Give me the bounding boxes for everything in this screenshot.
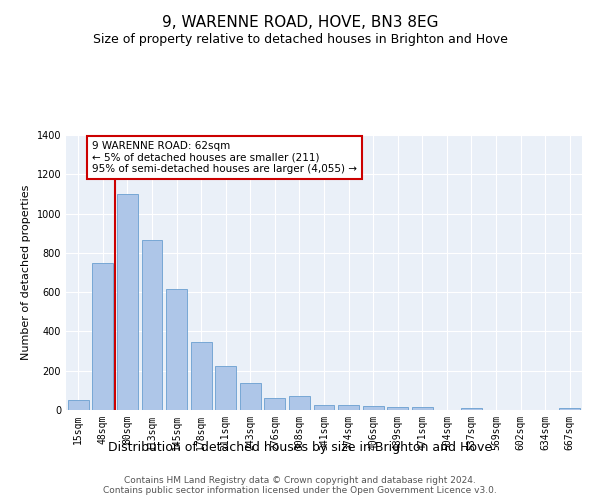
Bar: [461, 408, 482, 410]
Text: 9 WARENNE ROAD: 62sqm
← 5% of detached houses are smaller (211)
95% of semi-deta: 9 WARENNE ROAD: 62sqm ← 5% of detached h…: [92, 141, 357, 174]
Bar: [142, 240, 163, 410]
Bar: [559, 408, 580, 410]
Bar: [362, 406, 383, 410]
Bar: [387, 407, 408, 410]
Text: 9, WARENNE ROAD, HOVE, BN3 8EG: 9, WARENNE ROAD, HOVE, BN3 8EG: [162, 15, 438, 30]
Text: Size of property relative to detached houses in Brighton and Hove: Size of property relative to detached ho…: [92, 32, 508, 46]
Bar: [338, 404, 359, 410]
Bar: [240, 384, 261, 410]
Bar: [412, 407, 433, 410]
Bar: [68, 400, 89, 410]
Bar: [166, 289, 187, 410]
Bar: [92, 262, 113, 410]
Y-axis label: Number of detached properties: Number of detached properties: [21, 185, 31, 360]
Bar: [314, 404, 334, 410]
Text: Distribution of detached houses by size in Brighton and Hove: Distribution of detached houses by size …: [108, 441, 492, 454]
Bar: [215, 366, 236, 410]
Bar: [265, 398, 286, 410]
Text: Contains HM Land Registry data © Crown copyright and database right 2024.
Contai: Contains HM Land Registry data © Crown c…: [103, 476, 497, 495]
Bar: [289, 396, 310, 410]
Bar: [117, 194, 138, 410]
Bar: [191, 342, 212, 410]
